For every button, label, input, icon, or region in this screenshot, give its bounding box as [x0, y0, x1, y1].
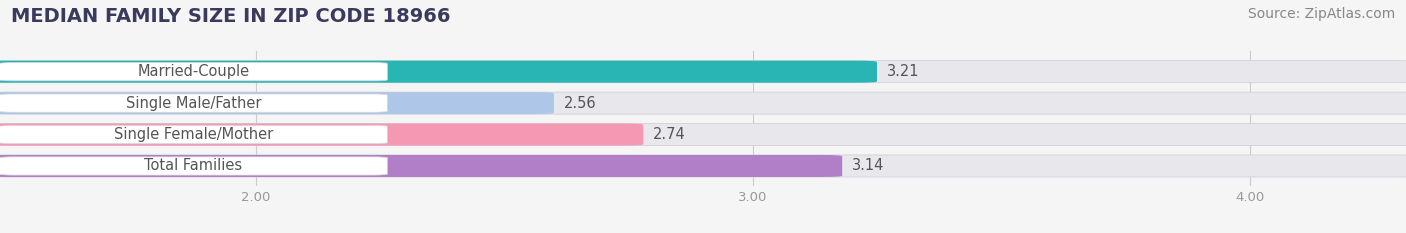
FancyBboxPatch shape: [0, 61, 1406, 83]
FancyBboxPatch shape: [0, 61, 877, 83]
FancyBboxPatch shape: [0, 125, 387, 144]
Text: 2.56: 2.56: [564, 96, 596, 111]
Text: Single Male/Father: Single Male/Father: [125, 96, 262, 111]
FancyBboxPatch shape: [0, 92, 554, 114]
FancyBboxPatch shape: [0, 123, 644, 146]
Text: Single Female/Mother: Single Female/Mother: [114, 127, 273, 142]
Text: MEDIAN FAMILY SIZE IN ZIP CODE 18966: MEDIAN FAMILY SIZE IN ZIP CODE 18966: [11, 7, 451, 26]
Text: Married-Couple: Married-Couple: [138, 64, 249, 79]
FancyBboxPatch shape: [0, 155, 842, 177]
FancyBboxPatch shape: [0, 123, 1406, 146]
FancyBboxPatch shape: [0, 157, 387, 175]
Text: 2.74: 2.74: [654, 127, 686, 142]
FancyBboxPatch shape: [0, 92, 1406, 114]
Text: 3.14: 3.14: [852, 158, 884, 174]
Text: Source: ZipAtlas.com: Source: ZipAtlas.com: [1247, 7, 1395, 21]
Text: Total Families: Total Families: [145, 158, 242, 174]
FancyBboxPatch shape: [0, 94, 387, 112]
FancyBboxPatch shape: [0, 155, 1406, 177]
FancyBboxPatch shape: [0, 63, 387, 81]
Text: 3.21: 3.21: [887, 64, 920, 79]
